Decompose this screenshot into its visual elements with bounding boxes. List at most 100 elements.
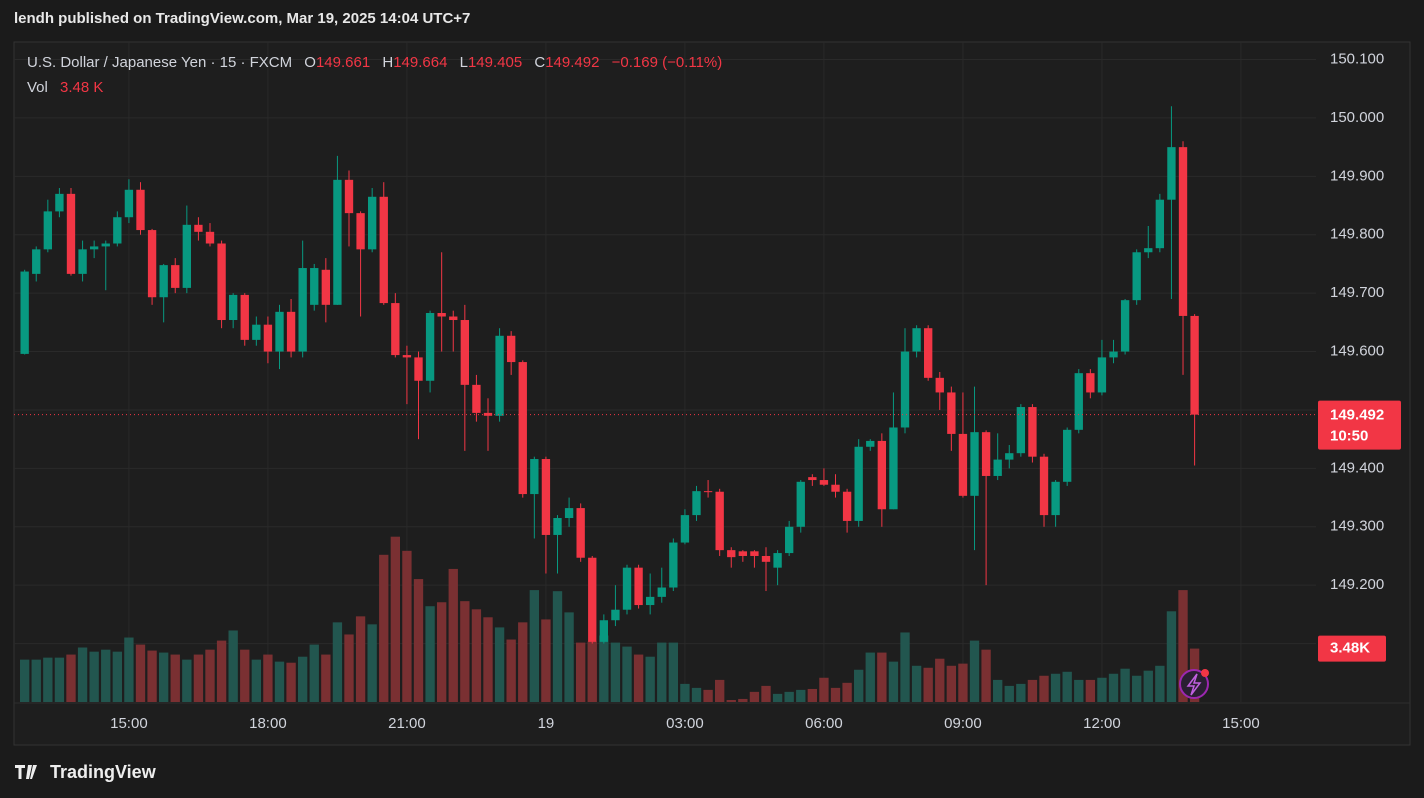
volume-bar	[251, 659, 261, 702]
candle-body	[785, 526, 794, 554]
volume-bar	[1178, 590, 1188, 702]
candle-body	[252, 324, 261, 340]
volume-bar	[645, 656, 655, 702]
candle-body	[981, 432, 991, 476]
volume-bar	[297, 656, 308, 702]
candle-body	[657, 587, 666, 597]
candle-body	[66, 193, 76, 274]
candle-body	[947, 392, 956, 434]
volume-bar	[135, 644, 146, 702]
candle-body	[20, 271, 29, 354]
volume-bar	[379, 554, 389, 702]
volume-bar	[1062, 671, 1072, 702]
candle-body	[275, 311, 284, 352]
candle-body	[113, 217, 122, 244]
candle-body	[692, 491, 701, 516]
volume-bar	[703, 689, 713, 702]
candle-body	[402, 355, 412, 358]
candle-body	[993, 459, 1002, 476]
candle-body	[715, 491, 724, 551]
volume-bar	[784, 691, 794, 702]
candle-body	[391, 303, 400, 356]
candle-body	[32, 249, 41, 274]
candle-body	[298, 268, 307, 352]
candle-body	[1063, 429, 1072, 482]
candle-body	[1051, 481, 1060, 516]
volume-bar	[344, 634, 354, 702]
candle-body	[842, 491, 852, 521]
candle-body	[263, 324, 273, 352]
candle-body	[228, 294, 238, 321]
alert-icon-dot	[1201, 669, 1209, 677]
x-tick-label: 12:00	[1083, 715, 1121, 732]
candle-body	[900, 351, 910, 428]
alert-icon-ring	[1179, 669, 1209, 699]
y-tick-label: 149.700	[1330, 284, 1384, 301]
candle-body	[576, 508, 585, 558]
alert-icon-bolt	[1186, 673, 1202, 696]
volume-bar	[911, 665, 922, 702]
candle-body	[935, 377, 944, 393]
ohlc-label: H	[382, 54, 394, 71]
x-tick-label: 18:00	[249, 715, 287, 732]
candle-body	[506, 335, 516, 363]
volume-bar	[448, 568, 458, 702]
volume-bar	[529, 590, 540, 702]
candle-body	[808, 477, 817, 481]
volume-bar	[1004, 685, 1014, 702]
candle-body	[1039, 456, 1049, 516]
ohlc-value: 149.664	[393, 54, 448, 71]
volume-bar	[610, 642, 621, 702]
volume-bar	[390, 536, 401, 702]
ohlc-value: 149.492	[545, 54, 600, 71]
publisher-line: lendh published on TradingView.com, Mar …	[14, 10, 471, 27]
brand: TradingView	[50, 762, 156, 782]
volume-bar	[1050, 673, 1061, 702]
candle-body	[310, 268, 319, 305]
volume-bar	[969, 640, 980, 702]
volume-bar	[865, 652, 875, 702]
x-tick-label: 15:00	[1222, 715, 1260, 732]
volume-bar	[854, 669, 864, 702]
volume-bar	[518, 622, 528, 702]
candle-body	[321, 269, 331, 305]
candle-body	[611, 609, 620, 621]
candle-body	[1178, 147, 1188, 316]
candle-body	[773, 553, 782, 568]
volume-bar	[958, 663, 968, 702]
volume-tag	[1318, 635, 1386, 662]
volume-bar	[170, 654, 180, 702]
y-tick-label: 149.900	[1330, 167, 1384, 184]
volume-bar	[668, 642, 679, 702]
volume-bar	[66, 654, 76, 702]
volume-bar	[355, 616, 366, 702]
candle-body	[530, 459, 539, 495]
candle-body	[205, 231, 215, 244]
candle-body	[1109, 351, 1118, 358]
volume-bar	[715, 679, 725, 702]
candle-body	[55, 193, 64, 212]
volume-bar	[923, 667, 933, 702]
volume-bar	[425, 606, 435, 702]
volume-label: Vol	[27, 79, 48, 96]
volume-bar	[1027, 679, 1038, 702]
volume-bar	[182, 659, 192, 702]
volume-bar	[807, 688, 818, 702]
volume-bar	[1120, 668, 1130, 702]
candle-body	[819, 480, 829, 485]
volume-bar	[19, 659, 30, 702]
volume-bar	[147, 650, 157, 702]
ohlc-label: C	[534, 54, 546, 71]
candle-body	[449, 316, 458, 321]
candle-body	[1144, 248, 1153, 253]
candle-body	[889, 427, 898, 510]
volume-bar	[842, 682, 852, 702]
candle-body	[1028, 407, 1037, 457]
candle-body	[367, 196, 377, 250]
volume-bar	[993, 679, 1003, 702]
x-tick-label: 09:00	[944, 715, 982, 732]
candle-body	[680, 515, 690, 543]
volume-bar	[1085, 679, 1096, 702]
